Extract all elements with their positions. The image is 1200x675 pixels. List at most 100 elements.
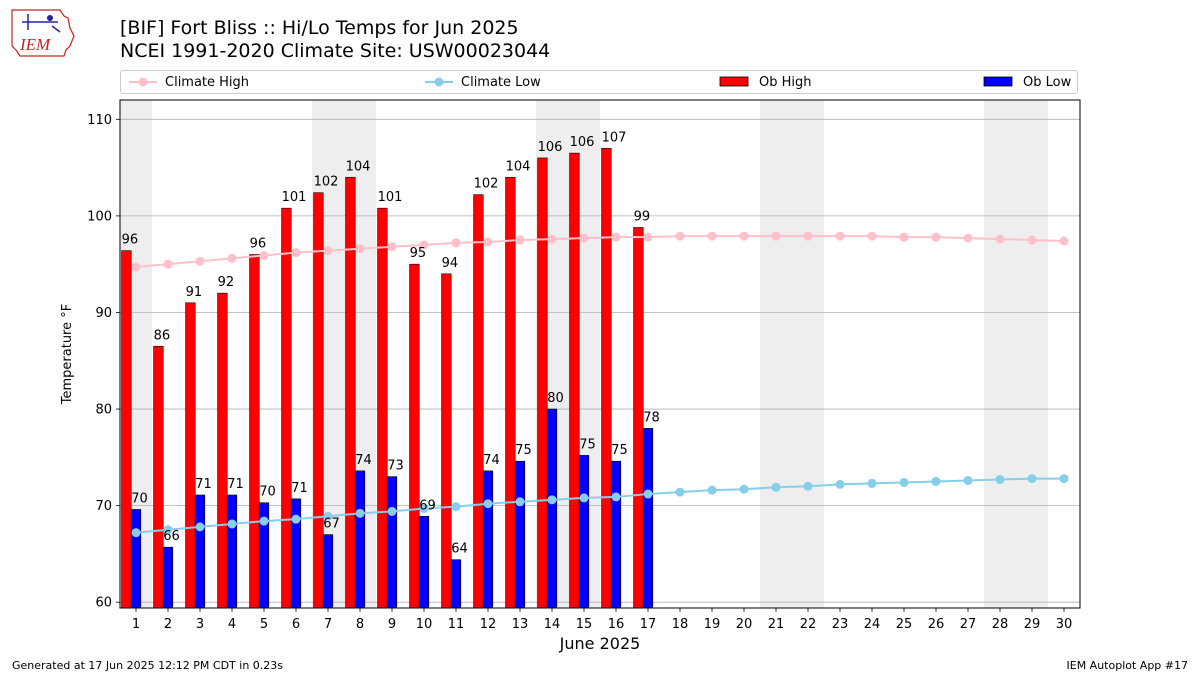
x-tick-label: 19 bbox=[704, 617, 721, 632]
climate-high-point bbox=[195, 256, 205, 266]
x-tick-label: 4 bbox=[228, 617, 236, 632]
legend-climate-high: Climate High bbox=[129, 71, 249, 93]
ob-low-label: 75 bbox=[611, 443, 628, 458]
weekend-shade bbox=[760, 100, 792, 608]
ob-low-label: 64 bbox=[451, 542, 468, 557]
climate-high-point bbox=[739, 231, 749, 241]
climate-high-point bbox=[355, 244, 365, 254]
climate-low-point bbox=[547, 495, 557, 505]
ob-low-label: 71 bbox=[227, 477, 244, 492]
ob-high-bar bbox=[409, 263, 420, 609]
x-tick-label: 10 bbox=[416, 617, 433, 632]
climate-high-point bbox=[707, 231, 717, 241]
ob-low-label: 78 bbox=[643, 410, 660, 425]
climate-high-point bbox=[643, 232, 653, 242]
ob-high-label: 96 bbox=[250, 237, 267, 252]
climate-high-point bbox=[1027, 235, 1037, 245]
climate-low-point bbox=[131, 528, 141, 538]
x-tick-label: 26 bbox=[928, 617, 945, 632]
climate-low-point bbox=[323, 511, 333, 521]
ob-low-bar bbox=[130, 509, 142, 609]
ob-low-label: 70 bbox=[259, 485, 276, 500]
climate-high-point bbox=[1059, 236, 1069, 246]
x-tick-label: 17 bbox=[640, 617, 657, 632]
climate-high-point bbox=[675, 231, 685, 241]
ob-high-label: 101 bbox=[378, 190, 403, 205]
ob-high-bar bbox=[153, 345, 164, 609]
ob-high-bar bbox=[249, 254, 260, 609]
plot-frame bbox=[119, 99, 1081, 609]
climate-low-point bbox=[291, 514, 301, 524]
climate-low-point bbox=[803, 481, 813, 491]
climate-high-point bbox=[803, 231, 813, 241]
ob-low-swatch bbox=[983, 76, 1013, 87]
ob-low-label: 67 bbox=[323, 517, 340, 532]
ob-high-bar bbox=[377, 207, 388, 609]
weekend-shade bbox=[984, 100, 1016, 608]
y-tick-label: 60 bbox=[95, 596, 112, 611]
climate-low-point bbox=[579, 493, 589, 503]
ob-high-bar bbox=[441, 273, 452, 609]
ob-high-label: 94 bbox=[442, 256, 459, 271]
climate-high-point bbox=[451, 238, 461, 248]
ob-high-label: 92 bbox=[218, 275, 235, 290]
climate-low-point bbox=[675, 487, 685, 497]
ob-high-label: 106 bbox=[570, 135, 595, 150]
climate-low-point bbox=[707, 485, 717, 495]
climate-high-line bbox=[135, 235, 1065, 269]
climate-high-point bbox=[419, 240, 429, 250]
ob-high-bar bbox=[345, 176, 356, 609]
x-tick-label: 25 bbox=[896, 617, 913, 632]
x-tick-label: 23 bbox=[832, 617, 849, 632]
x-tick-label: 24 bbox=[864, 617, 881, 632]
ob-high-label: 102 bbox=[314, 175, 339, 190]
x-tick-label: 11 bbox=[448, 617, 465, 632]
climate-low-point bbox=[419, 504, 429, 514]
ob-high-bar bbox=[217, 292, 228, 609]
climate-high-point bbox=[291, 248, 301, 258]
climate-low-point bbox=[163, 525, 173, 535]
y-tick-label: 80 bbox=[95, 403, 112, 418]
climate-low-point bbox=[483, 499, 493, 509]
x-tick-label: 28 bbox=[992, 617, 1009, 632]
ob-high-label: 86 bbox=[154, 328, 171, 343]
ob-low-label: 75 bbox=[579, 437, 596, 452]
y-tick-label: 100 bbox=[87, 209, 112, 224]
legend-climate-low: Climate Low bbox=[425, 71, 541, 93]
ob-low-bar bbox=[226, 494, 238, 609]
climate-low-point bbox=[899, 477, 909, 487]
x-tick-label: 12 bbox=[480, 617, 497, 632]
legend-ob-high: Ob High bbox=[719, 71, 812, 93]
climate-high-point bbox=[387, 242, 397, 252]
x-tick-label: 15 bbox=[576, 617, 593, 632]
ob-low-label: 71 bbox=[291, 481, 308, 496]
ob-low-label: 80 bbox=[547, 391, 564, 406]
ob-high-label: 101 bbox=[282, 190, 307, 205]
x-tick-label: 2 bbox=[164, 617, 172, 632]
climate-low-point bbox=[355, 508, 365, 518]
climate-low-point bbox=[259, 516, 269, 526]
climate-low-line bbox=[135, 477, 1064, 534]
ob-high-label: 107 bbox=[602, 130, 627, 145]
climate-low-point bbox=[227, 519, 237, 529]
legend-label: Climate High bbox=[165, 74, 250, 90]
ob-low-bar bbox=[514, 460, 526, 609]
weekend-shade bbox=[792, 100, 824, 608]
climate-high-point bbox=[579, 233, 589, 243]
ob-high-bar bbox=[537, 157, 548, 609]
ob-low-label: 66 bbox=[163, 529, 180, 544]
ob-low-bar bbox=[162, 546, 174, 609]
x-tick-label: 14 bbox=[544, 617, 561, 632]
climate-high-point bbox=[867, 231, 877, 241]
ob-high-bar bbox=[313, 192, 324, 609]
x-tick-label: 30 bbox=[1056, 617, 1073, 632]
ob-low-label: 70 bbox=[131, 491, 148, 506]
ob-high-bar bbox=[185, 302, 196, 609]
legend-ob-low: Ob Low bbox=[983, 71, 1071, 93]
climate-high-point bbox=[547, 234, 557, 244]
climate-high-point bbox=[963, 233, 973, 243]
ob-low-bar bbox=[546, 408, 558, 609]
ob-high-bar bbox=[505, 176, 516, 609]
climate-high-point bbox=[771, 231, 781, 241]
